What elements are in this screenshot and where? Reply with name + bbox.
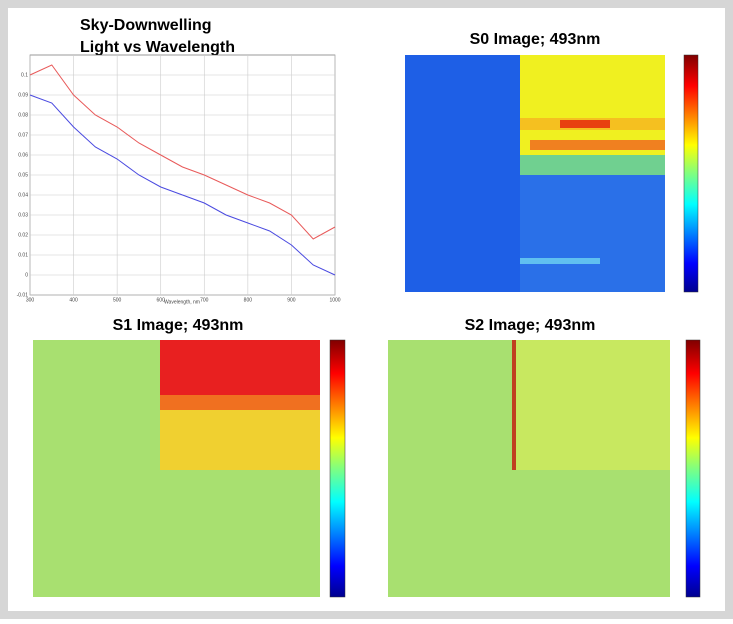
x-tick-label: 600 xyxy=(157,297,166,303)
s0-image xyxy=(405,55,698,292)
y-tick-label: 0.09 xyxy=(18,92,28,98)
image-title: S0 Image; 493nm xyxy=(470,31,601,48)
x-tick-label: 700 xyxy=(200,297,209,303)
image-title: S1 Image; 493nm xyxy=(113,317,244,334)
y-tick-label: 0.1 xyxy=(21,72,28,78)
x-tick-label: 300 xyxy=(26,297,35,303)
y-tick-label: 0.08 xyxy=(18,112,28,118)
y-tick-label: 0.06 xyxy=(18,152,28,158)
x-tick-label: 400 xyxy=(69,297,78,303)
y-tick-label: 0.07 xyxy=(18,132,28,138)
x-tick-label: 1000 xyxy=(329,297,340,303)
chart-title: Sky-Downwelling xyxy=(80,17,212,34)
x-tick-label: 800 xyxy=(244,297,253,303)
s1-image xyxy=(33,340,345,597)
s2-image xyxy=(388,340,700,597)
y-tick-label: 0.04 xyxy=(18,192,28,198)
chart-title: Light vs Wavelength xyxy=(80,39,235,56)
figure: Sky-Downwelling Light vs Wavelength S0 I… xyxy=(0,0,733,619)
y-tick-label: 0.02 xyxy=(18,232,28,238)
x-tick-label: 900 xyxy=(287,297,296,303)
y-tick-label: 0.03 xyxy=(18,212,28,218)
x-axis-label: Wavelength, nm xyxy=(164,299,200,305)
y-tick-label: 0.05 xyxy=(18,172,28,178)
y-tick-label: 0.01 xyxy=(18,252,28,258)
image-title: S2 Image; 493nm xyxy=(465,317,596,334)
y-tick-label: 0 xyxy=(25,272,28,278)
x-tick-label: 500 xyxy=(113,297,122,303)
